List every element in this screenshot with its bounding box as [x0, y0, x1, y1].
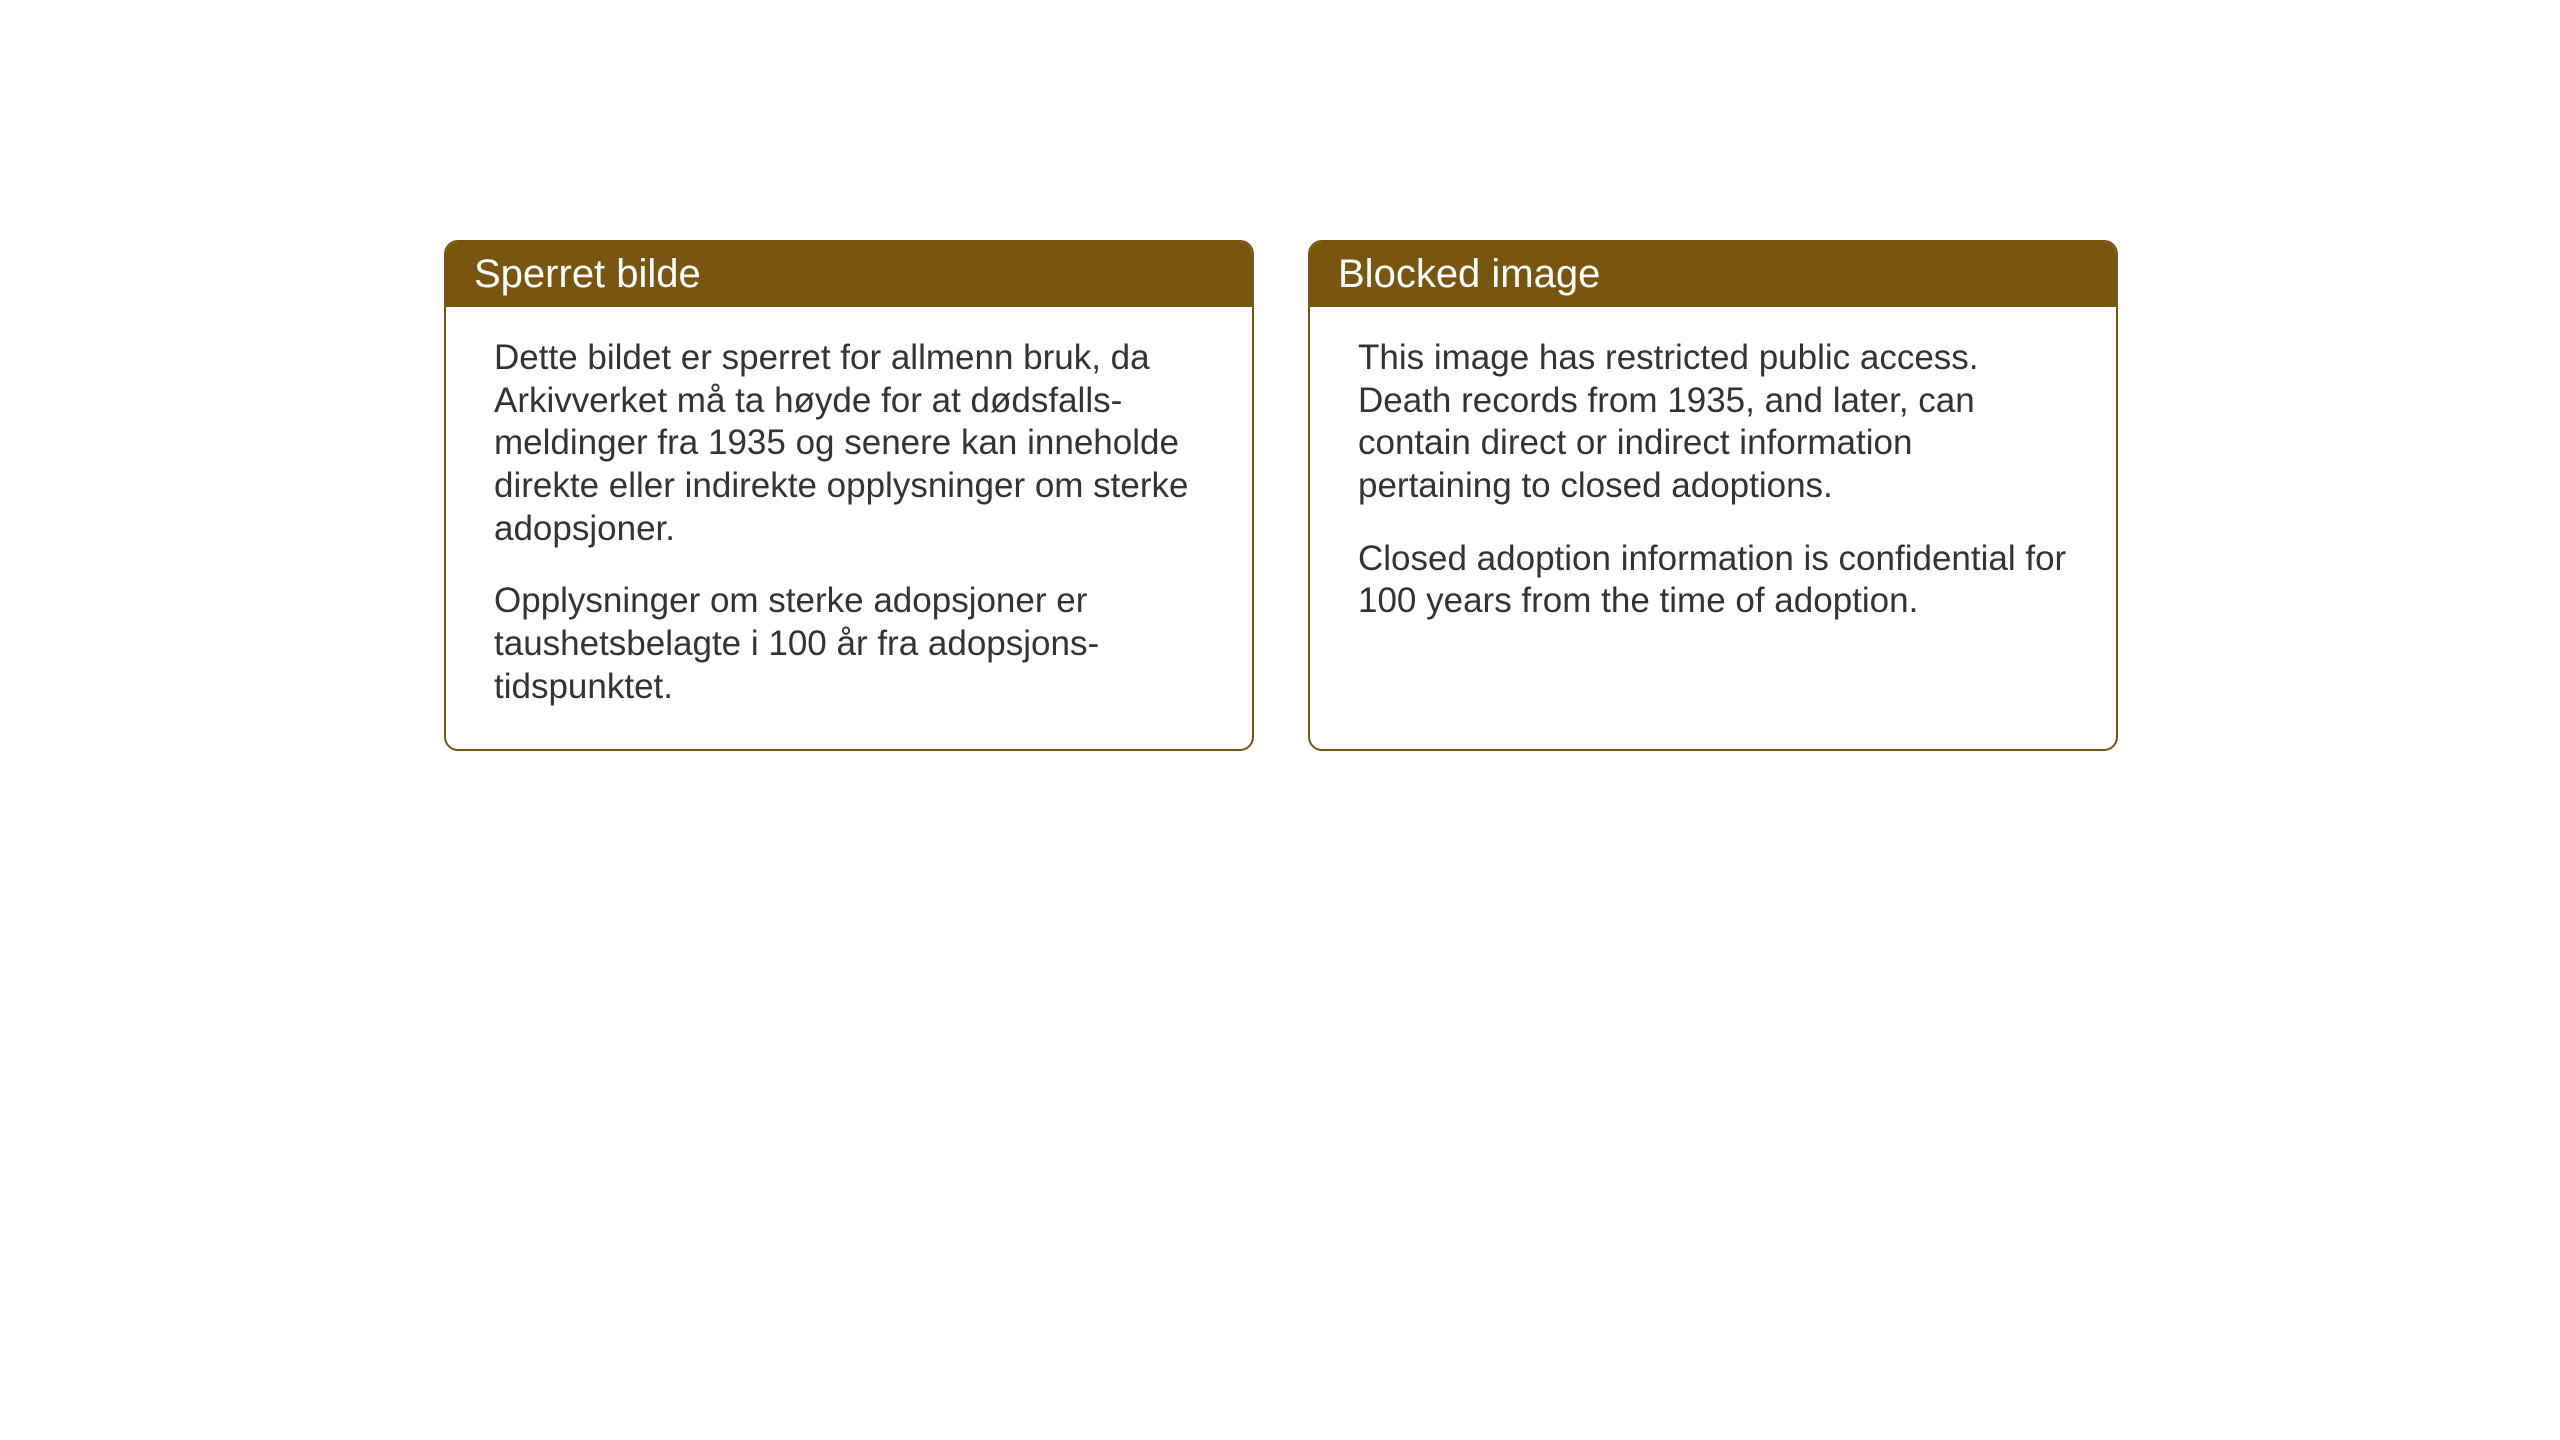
norwegian-card-header: Sperret bilde	[446, 242, 1252, 307]
english-card-header: Blocked image	[1310, 242, 2116, 307]
norwegian-card: Sperret bilde Dette bildet er sperret fo…	[444, 240, 1254, 751]
english-card: Blocked image This image has restricted …	[1308, 240, 2118, 751]
english-paragraph-2: Closed adoption information is confident…	[1358, 538, 2068, 623]
norwegian-paragraph-2: Opplysninger om sterke adopsjoner er tau…	[494, 580, 1204, 708]
english-card-title: Blocked image	[1338, 252, 1600, 296]
norwegian-card-title: Sperret bilde	[474, 252, 701, 296]
norwegian-card-body: Dette bildet er sperret for allmenn bruk…	[446, 307, 1252, 749]
cards-container: Sperret bilde Dette bildet er sperret fo…	[444, 240, 2118, 751]
norwegian-paragraph-1: Dette bildet er sperret for allmenn bruk…	[494, 337, 1204, 550]
english-paragraph-1: This image has restricted public access.…	[1358, 337, 2068, 508]
english-card-body: This image has restricted public access.…	[1310, 307, 2116, 663]
